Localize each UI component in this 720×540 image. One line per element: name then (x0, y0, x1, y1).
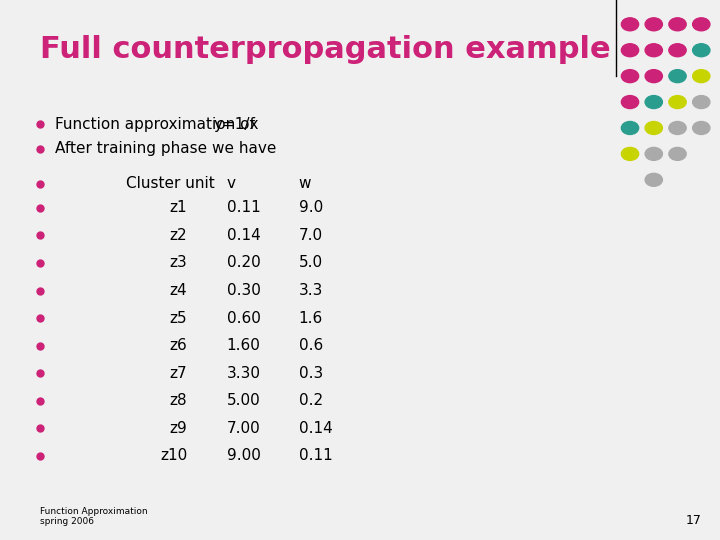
Text: z4: z4 (170, 283, 187, 298)
Circle shape (645, 18, 662, 31)
Circle shape (621, 147, 639, 160)
Circle shape (693, 44, 710, 57)
Text: Function approximation of: Function approximation of (55, 117, 256, 132)
Text: z7: z7 (170, 366, 187, 381)
Circle shape (669, 147, 686, 160)
Text: 1.6: 1.6 (299, 310, 323, 326)
Text: 0.60: 0.60 (227, 310, 261, 326)
Text: z1: z1 (170, 200, 187, 215)
Text: 9.0: 9.0 (299, 200, 323, 215)
Circle shape (645, 122, 662, 134)
Text: 0.20: 0.20 (227, 255, 261, 271)
Text: 3.3: 3.3 (299, 283, 323, 298)
Text: 0.2: 0.2 (299, 393, 323, 408)
Circle shape (693, 96, 710, 109)
Text: 9.00: 9.00 (227, 448, 261, 463)
Text: Full counterpropagation example: Full counterpropagation example (40, 35, 611, 64)
Circle shape (693, 18, 710, 31)
Circle shape (693, 122, 710, 134)
Circle shape (645, 44, 662, 57)
Text: z10: z10 (160, 448, 187, 463)
Text: 1.60: 1.60 (227, 338, 261, 353)
Text: 0.6: 0.6 (299, 338, 323, 353)
Text: 5.00: 5.00 (227, 393, 261, 408)
Text: 17: 17 (686, 514, 702, 526)
Text: 0.3: 0.3 (299, 366, 323, 381)
Text: v: v (227, 176, 236, 191)
Circle shape (669, 18, 686, 31)
Text: 7.0: 7.0 (299, 228, 323, 243)
Circle shape (621, 122, 639, 134)
Circle shape (669, 122, 686, 134)
Text: z9: z9 (169, 421, 187, 436)
Circle shape (621, 70, 639, 83)
Text: z5: z5 (170, 310, 187, 326)
Text: z2: z2 (170, 228, 187, 243)
Text: y=1/x: y=1/x (214, 117, 259, 132)
Circle shape (645, 96, 662, 109)
Text: 0.11: 0.11 (299, 448, 333, 463)
Text: 5.0: 5.0 (299, 255, 323, 271)
Circle shape (621, 96, 639, 109)
Text: 0.11: 0.11 (227, 200, 261, 215)
Text: 0.14: 0.14 (227, 228, 261, 243)
Text: 0.14: 0.14 (299, 421, 333, 436)
Text: After training phase we have: After training phase we have (55, 141, 276, 156)
Circle shape (669, 70, 686, 83)
Text: 0.30: 0.30 (227, 283, 261, 298)
Text: 3.30: 3.30 (227, 366, 261, 381)
Circle shape (645, 70, 662, 83)
Circle shape (669, 96, 686, 109)
Text: Cluster unit: Cluster unit (126, 176, 215, 191)
Circle shape (621, 44, 639, 57)
Text: z3: z3 (169, 255, 187, 271)
Circle shape (645, 173, 662, 186)
Text: z6: z6 (169, 338, 187, 353)
Text: w: w (299, 176, 311, 191)
Text: z8: z8 (170, 393, 187, 408)
Circle shape (621, 18, 639, 31)
Text: Function Approximation
spring 2006: Function Approximation spring 2006 (40, 507, 147, 526)
Circle shape (645, 147, 662, 160)
Text: 7.00: 7.00 (227, 421, 261, 436)
Circle shape (693, 70, 710, 83)
Circle shape (669, 44, 686, 57)
